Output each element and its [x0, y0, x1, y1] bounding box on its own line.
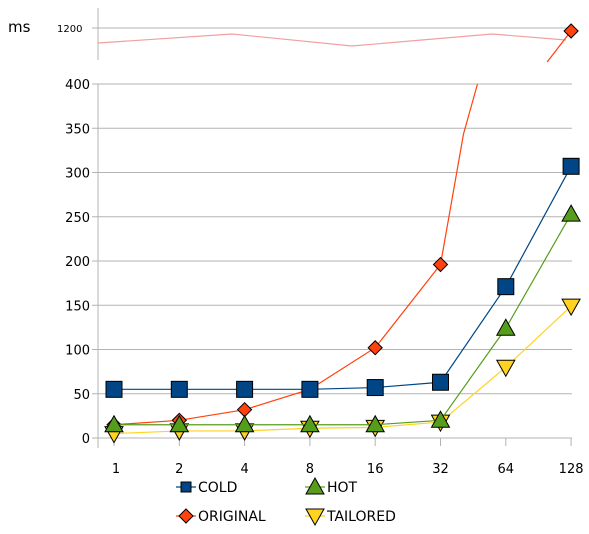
data-point-cold: [562, 157, 580, 175]
axes: [92, 8, 572, 448]
legend-label: TAILORED: [326, 509, 396, 525]
data-point-original: [432, 256, 449, 273]
y-tick-label: 0: [82, 432, 90, 447]
x-tick-label: 8: [306, 462, 314, 477]
data-point-cold: [105, 380, 123, 398]
series-layer: [97, 23, 581, 444]
x-tick-label: 1: [112, 462, 120, 477]
original-break-band-line: [97, 33, 567, 47]
x-tick-label: 32: [432, 462, 449, 477]
series-cold: [105, 157, 580, 398]
legend-item-cold: COLD: [176, 480, 237, 496]
data-point-cold: [236, 380, 254, 398]
data-point-original: [236, 401, 253, 418]
data-point-tailored: [561, 298, 581, 317]
y-axis-unit-label: ms: [8, 18, 31, 36]
y-tick-label: 350: [65, 122, 90, 137]
data-point-hot: [104, 414, 124, 433]
series-line-original: [113, 83, 479, 426]
y-tick-label: 250: [65, 211, 90, 226]
data-point-hot: [495, 318, 516, 336]
series-line-original-upper: [546, 30, 572, 63]
x-tick-label: 64: [498, 462, 515, 477]
grid-lines: [98, 27, 572, 439]
data-point-original: [367, 340, 383, 356]
data-point-hot: [430, 410, 451, 428]
series-line-tailored: [113, 305, 572, 435]
data-point-hot: [169, 414, 190, 433]
legend-marker: [305, 508, 325, 527]
data-point-cold: [170, 380, 188, 398]
y-tick-label: 300: [65, 167, 90, 182]
data-point-tailored: [495, 359, 516, 378]
legend-label: HOT: [327, 480, 358, 496]
x-tick-label: 4: [240, 462, 248, 477]
legend-marker: [305, 476, 325, 495]
tick-labels: 0 50 100 150 200 250 300 350 400 1 2 4 8 16 32 64 128: [65, 78, 583, 477]
data-point-hot: [234, 414, 255, 433]
legend-marker: [178, 508, 194, 524]
y-tick-label: 100: [65, 344, 90, 359]
y-tick-label: 50: [73, 388, 90, 403]
series-hot: [104, 204, 581, 433]
data-point-original: [563, 23, 579, 39]
data-point-cold: [497, 278, 515, 296]
y-tick-label: 400: [65, 78, 90, 93]
data-point-hot: [300, 414, 320, 433]
legend-label: COLD: [198, 480, 237, 496]
legend-item-original: ORIGINAL: [176, 508, 266, 525]
y-tick-label: 200: [65, 255, 90, 270]
x-tick-label: 128: [559, 462, 584, 477]
x-tick-label: 2: [175, 462, 183, 477]
legend-item-tailored: TAILORED: [305, 508, 396, 527]
series-line-hot: [114, 213, 572, 426]
data-point-cold: [366, 379, 384, 397]
legend-marker: [180, 481, 192, 493]
legend-label: ORIGINAL: [198, 509, 266, 525]
legend: COLD HOT ORIGINAL TAILORED: [176, 476, 396, 527]
series-line-cold: [114, 166, 572, 390]
y-tick-label: 150: [65, 299, 90, 314]
data-point-hot: [561, 204, 581, 222]
data-point-cold: [432, 373, 449, 391]
x-tick-label: 16: [367, 462, 384, 477]
data-point-cold: [301, 380, 319, 398]
y-axis-break-tick-label: 1200: [57, 24, 82, 35]
legend-item-hot: HOT: [305, 476, 358, 496]
data-point-hot: [365, 414, 386, 433]
